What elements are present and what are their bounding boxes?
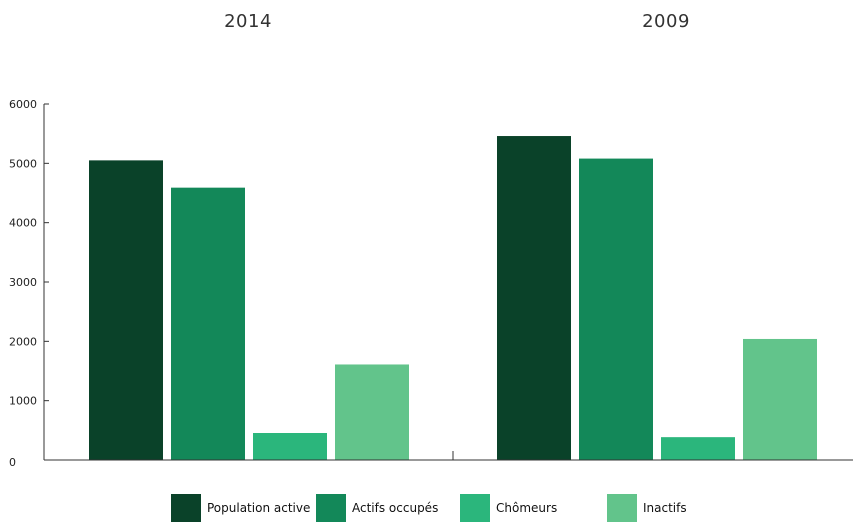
axes — [43, 104, 853, 461]
bar-2009-3 — [743, 338, 817, 460]
bar-2014-2 — [253, 433, 327, 460]
bar-2014-3 — [335, 364, 409, 460]
category-label-2014: 2014 — [224, 11, 272, 32]
legend-label-3: Inactifs — [643, 501, 687, 515]
legend: Population active Actifs occupés Chômeurs I… — [171, 494, 687, 522]
bar-2014-1 — [171, 187, 245, 460]
bar-2009-0 — [497, 136, 571, 461]
bar-2014-0 — [89, 160, 163, 460]
category-label-2009: 2009 — [642, 11, 690, 32]
y-tick-label-1000: 1000 — [9, 395, 37, 408]
legend-label-2: Chômeurs — [496, 501, 557, 515]
y-tick-label-3000: 3000 — [9, 276, 37, 289]
y-tick-label-6000: 6000 — [9, 98, 37, 111]
legend-swatch-1 — [316, 494, 346, 522]
bars — [89, 136, 817, 461]
legend-swatch-3 — [607, 494, 637, 522]
y-tick-label-5000: 5000 — [9, 157, 37, 170]
bar-2009-1 — [579, 158, 653, 460]
legend-label-0: Population active — [207, 501, 310, 515]
legend-swatch-2 — [460, 494, 490, 522]
y-tick-label-2000: 2000 — [9, 335, 37, 348]
legend-swatch-0 — [171, 494, 201, 522]
bar-2009-2 — [661, 437, 735, 460]
y-tick-label-4000: 4000 — [9, 217, 37, 230]
y-ticks: 0 1000 2000 3000 4000 5000 6000 — [9, 98, 49, 469]
group-labels: 2014 2009 — [224, 11, 690, 32]
legend-label-1: Actifs occupés — [352, 501, 438, 515]
y-tick-label-0: 0 — [9, 456, 16, 469]
